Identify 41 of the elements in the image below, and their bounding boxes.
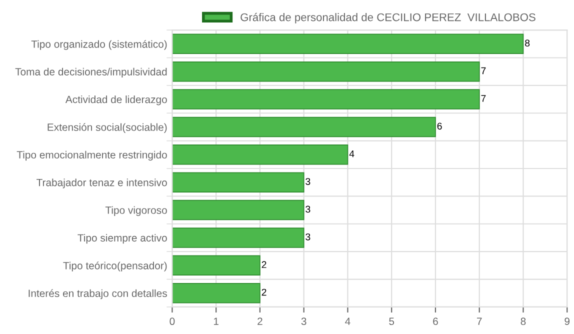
data-label: 3 xyxy=(306,206,310,213)
x-tick-label: 5 xyxy=(389,318,394,326)
x-tick-label: 7 xyxy=(476,318,482,325)
data-label: 8 xyxy=(525,40,530,47)
x-tick-label: 0 xyxy=(170,318,175,326)
bar xyxy=(172,89,480,110)
bar xyxy=(172,228,304,248)
y-tick-label: Actividad de liderazgo xyxy=(65,96,167,106)
x-tick-label: 8 xyxy=(520,318,526,326)
data-label: 7 xyxy=(481,67,486,74)
bar xyxy=(172,34,524,54)
x-tick-label: 4 xyxy=(345,318,350,325)
data-label: 6 xyxy=(437,122,442,130)
data-label: 3 xyxy=(306,178,310,185)
data-label: 2 xyxy=(262,261,266,268)
y-tick-label: Tipo vigoroso xyxy=(105,206,167,216)
y-tick-label: Trabajador tenaz e intensivo xyxy=(36,178,167,188)
bar xyxy=(172,282,260,304)
y-tick-label: Extensión social(sociable) xyxy=(48,123,167,133)
x-tick-label: 3 xyxy=(301,318,306,326)
y-tick-label: Interés en trabajo con detalles xyxy=(28,289,167,300)
bar xyxy=(172,255,260,276)
legend-label: Gráfica de personalidad de CECILIO PEREZ VILLALOBOS xyxy=(240,12,536,24)
data-label: 2 xyxy=(262,288,266,296)
y-tick-label: Tipo teórico(pensador) xyxy=(63,262,167,272)
x-tick-label: 2 xyxy=(258,318,262,325)
data-label: 7 xyxy=(481,95,486,102)
x-tick-label: 9 xyxy=(564,318,570,326)
y-tick-label: Tipo organizado (sistemático) xyxy=(31,40,167,50)
y-tick-label: Toma de decisiones/impulsividad xyxy=(15,68,167,78)
bar xyxy=(172,172,304,192)
bar xyxy=(172,61,480,82)
bar xyxy=(172,200,304,220)
bar xyxy=(172,144,348,165)
y-tick-label: Tipo emocionalmente restringido xyxy=(16,150,167,161)
data-label: 4 xyxy=(349,150,354,158)
bar xyxy=(172,116,436,138)
x-tick-label: 6 xyxy=(433,318,438,326)
data-label: 3 xyxy=(306,233,310,240)
x-tick-label: 1 xyxy=(214,318,218,325)
y-tick-label: Tipo siempre activo xyxy=(78,234,167,244)
